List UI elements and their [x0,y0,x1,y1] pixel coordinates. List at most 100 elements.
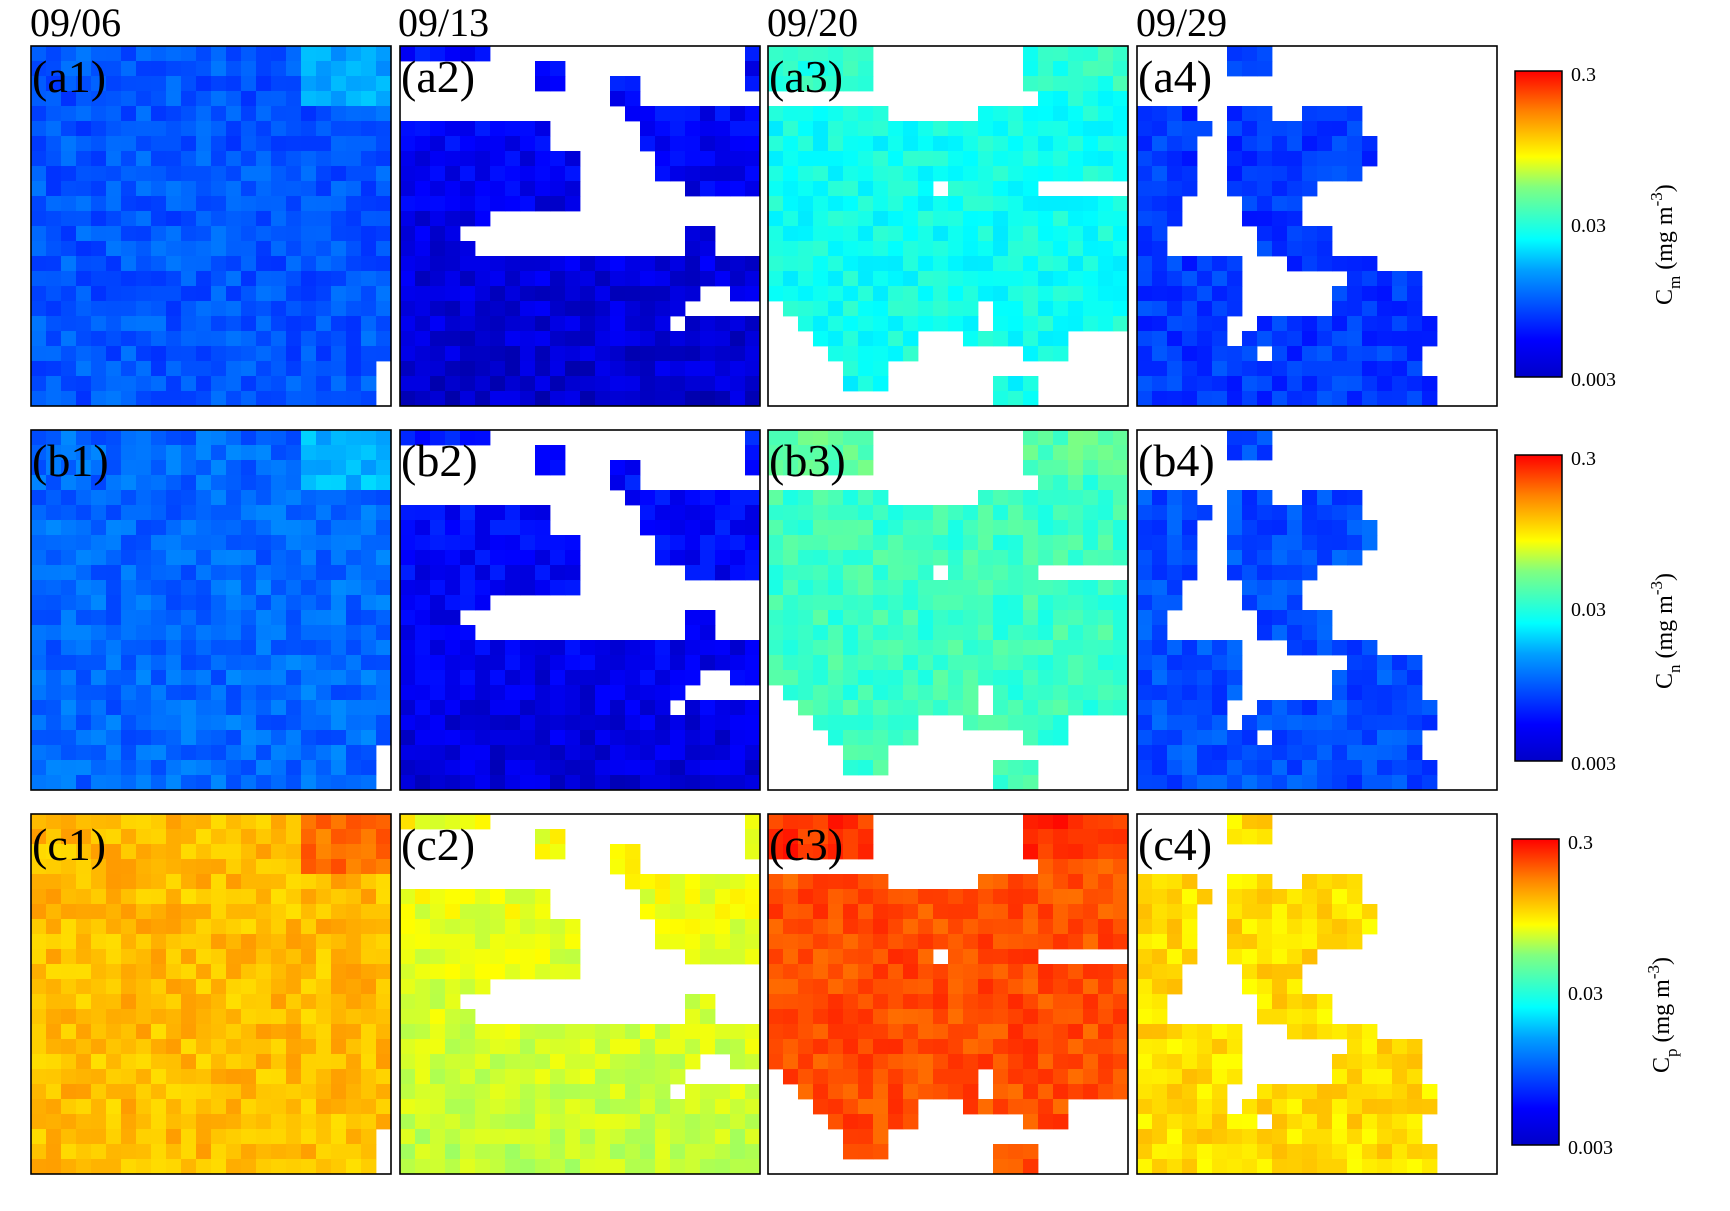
heatmap-cell [226,1039,242,1055]
heatmap-cell [61,316,77,332]
heatmap-cell [91,1129,107,1145]
heatmap-cell [286,1159,302,1175]
heatmap-cell [1008,286,1024,302]
heatmap-cell [595,730,611,746]
heatmap-cell [505,1069,521,1085]
heatmap-cell [768,934,784,950]
heatmap-cell [1053,445,1069,461]
heatmap-cell [1272,625,1288,641]
heatmap-cell [256,565,272,581]
heatmap-cell [1377,361,1393,377]
heatmap-cell [520,685,536,701]
heatmap-cell [415,580,431,596]
heatmap-cell [565,565,581,581]
heatmap-cell [331,1054,347,1070]
heatmap-cell [1362,286,1378,302]
heatmap-cell [1023,430,1039,446]
heatmap-cell [535,445,551,461]
heatmap-cell [475,316,491,332]
heatmap-cell [745,565,761,581]
heatmap-cell [331,859,347,875]
heatmap-cell [1302,904,1318,920]
heatmap-cell [813,286,829,302]
heatmap-cell [196,460,212,476]
heatmap-cell [1242,565,1258,581]
heatmap-cell [460,1024,476,1040]
heatmap-cell [316,1129,332,1145]
heatmap-cell [331,1084,347,1100]
heatmap-cell [91,829,107,845]
heatmap-cell [640,1159,656,1175]
heatmap-cell [813,430,829,446]
heatmap-cell [565,655,581,671]
heatmap-cell [31,226,47,242]
heatmap-cell [843,1084,859,1100]
heatmap-cell [166,979,182,995]
heatmap-cell [595,1069,611,1085]
heatmap-cell [1038,610,1054,626]
heatmap-cell [1038,226,1054,242]
heatmap-cell [346,1054,362,1070]
heatmap-cell [1257,46,1273,62]
heatmap-cell [730,286,746,302]
heatmap-cell [1098,919,1114,935]
heatmap-cell [331,286,347,302]
heatmap-cell [625,1069,641,1085]
heatmap-cell [211,460,227,476]
heatmap-cell [226,391,242,407]
heatmap-cell [873,1144,889,1160]
heatmap-cell [1257,151,1273,167]
heatmap-cell [331,964,347,980]
heatmap-cell [256,61,272,77]
heatmap-cell [843,844,859,860]
heatmap-cell [331,46,347,62]
heatmap-cell [181,1084,197,1100]
heatmap-cell [376,91,392,107]
heatmap-cell [166,1114,182,1130]
heatmap-cell [670,1159,686,1175]
heatmap-cell [798,241,814,257]
heatmap-cell [346,1114,362,1130]
heatmap-cell [286,46,302,62]
heatmap-cell [121,1069,137,1085]
heatmap-cell [31,535,47,551]
heatmap-cell [640,1114,656,1130]
heatmap-cell [226,1129,242,1145]
heatmap-cell [783,1054,799,1070]
heatmap-cell [700,1144,716,1160]
heatmap-cell [565,196,581,212]
heatmap-cell [1407,331,1423,347]
heatmap-cell [1332,1054,1348,1070]
heatmap-cell [625,1084,641,1100]
heatmap-cell [61,376,77,392]
heatmap-cell [1152,535,1168,551]
heatmap-cell [166,241,182,257]
heatmap-cell [685,181,701,197]
heatmap-cell [430,1099,446,1115]
heatmap-cell [520,286,536,302]
heatmap-cell [595,361,611,377]
heatmap-cell [361,316,377,332]
heatmap-cell [1287,505,1303,521]
heatmap-cell [241,490,257,506]
heatmap-cell [700,166,716,182]
heatmap-cell [1008,760,1024,776]
heatmap-cell [1053,550,1069,566]
heatmap-cell [331,829,347,845]
heatmap-cell [430,181,446,197]
heatmap-cell [31,964,47,980]
heatmap-cell [301,625,317,641]
heatmap-cell [1287,211,1303,227]
heatmap-cell [1038,859,1054,875]
heatmap-cell [1272,1114,1288,1130]
heatmap-cell [1137,700,1153,716]
heatmap-cell [226,1024,242,1040]
heatmap-cell [1422,376,1438,392]
heatmap-cell [211,610,227,626]
heatmap-cell [76,106,92,122]
heatmap-cell [700,1159,716,1175]
heatmap-cell [595,331,611,347]
heatmap-cell [1287,625,1303,641]
heatmap-cell [91,301,107,317]
heatmap-cell [331,904,347,920]
